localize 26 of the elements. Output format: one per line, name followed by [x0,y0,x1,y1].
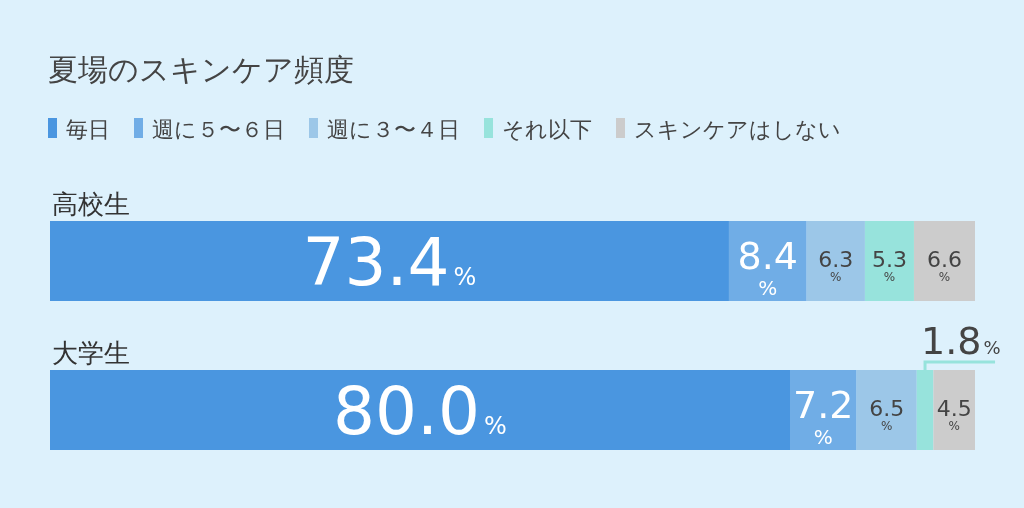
bar [50,221,729,301]
bar [933,370,975,450]
data-label: 1.8% [921,319,1001,363]
legend-label: 毎日 [66,117,110,142]
legend-label: 週に５〜６日 [152,117,285,142]
data-label: 6.6% [926,247,962,284]
y-tick-label: 大学生 [52,338,130,368]
legend-label: 週に３〜４日 [327,117,460,142]
data-label: 5.3% [871,247,907,284]
bar [50,370,790,450]
legend-label: スキンケアはしない [634,117,841,142]
bar [864,221,914,301]
bar [806,221,865,301]
legend-label: それ以下 [502,117,592,142]
data-label: 6.3% [818,247,854,284]
data-label: 7.2% [793,383,854,449]
data-label: 8.4% [737,234,799,300]
chart-title: 夏場のスキンケア頻度 [48,52,354,87]
bar [856,370,917,450]
bar [913,221,975,301]
y-tick-label: 高校生 [52,189,130,219]
data-label: 80.0% [333,373,507,450]
data-label: 4.5% [936,396,972,433]
data-label: 6.5% [869,396,905,433]
data-label: 73.4% [302,224,477,301]
bar [790,370,857,450]
